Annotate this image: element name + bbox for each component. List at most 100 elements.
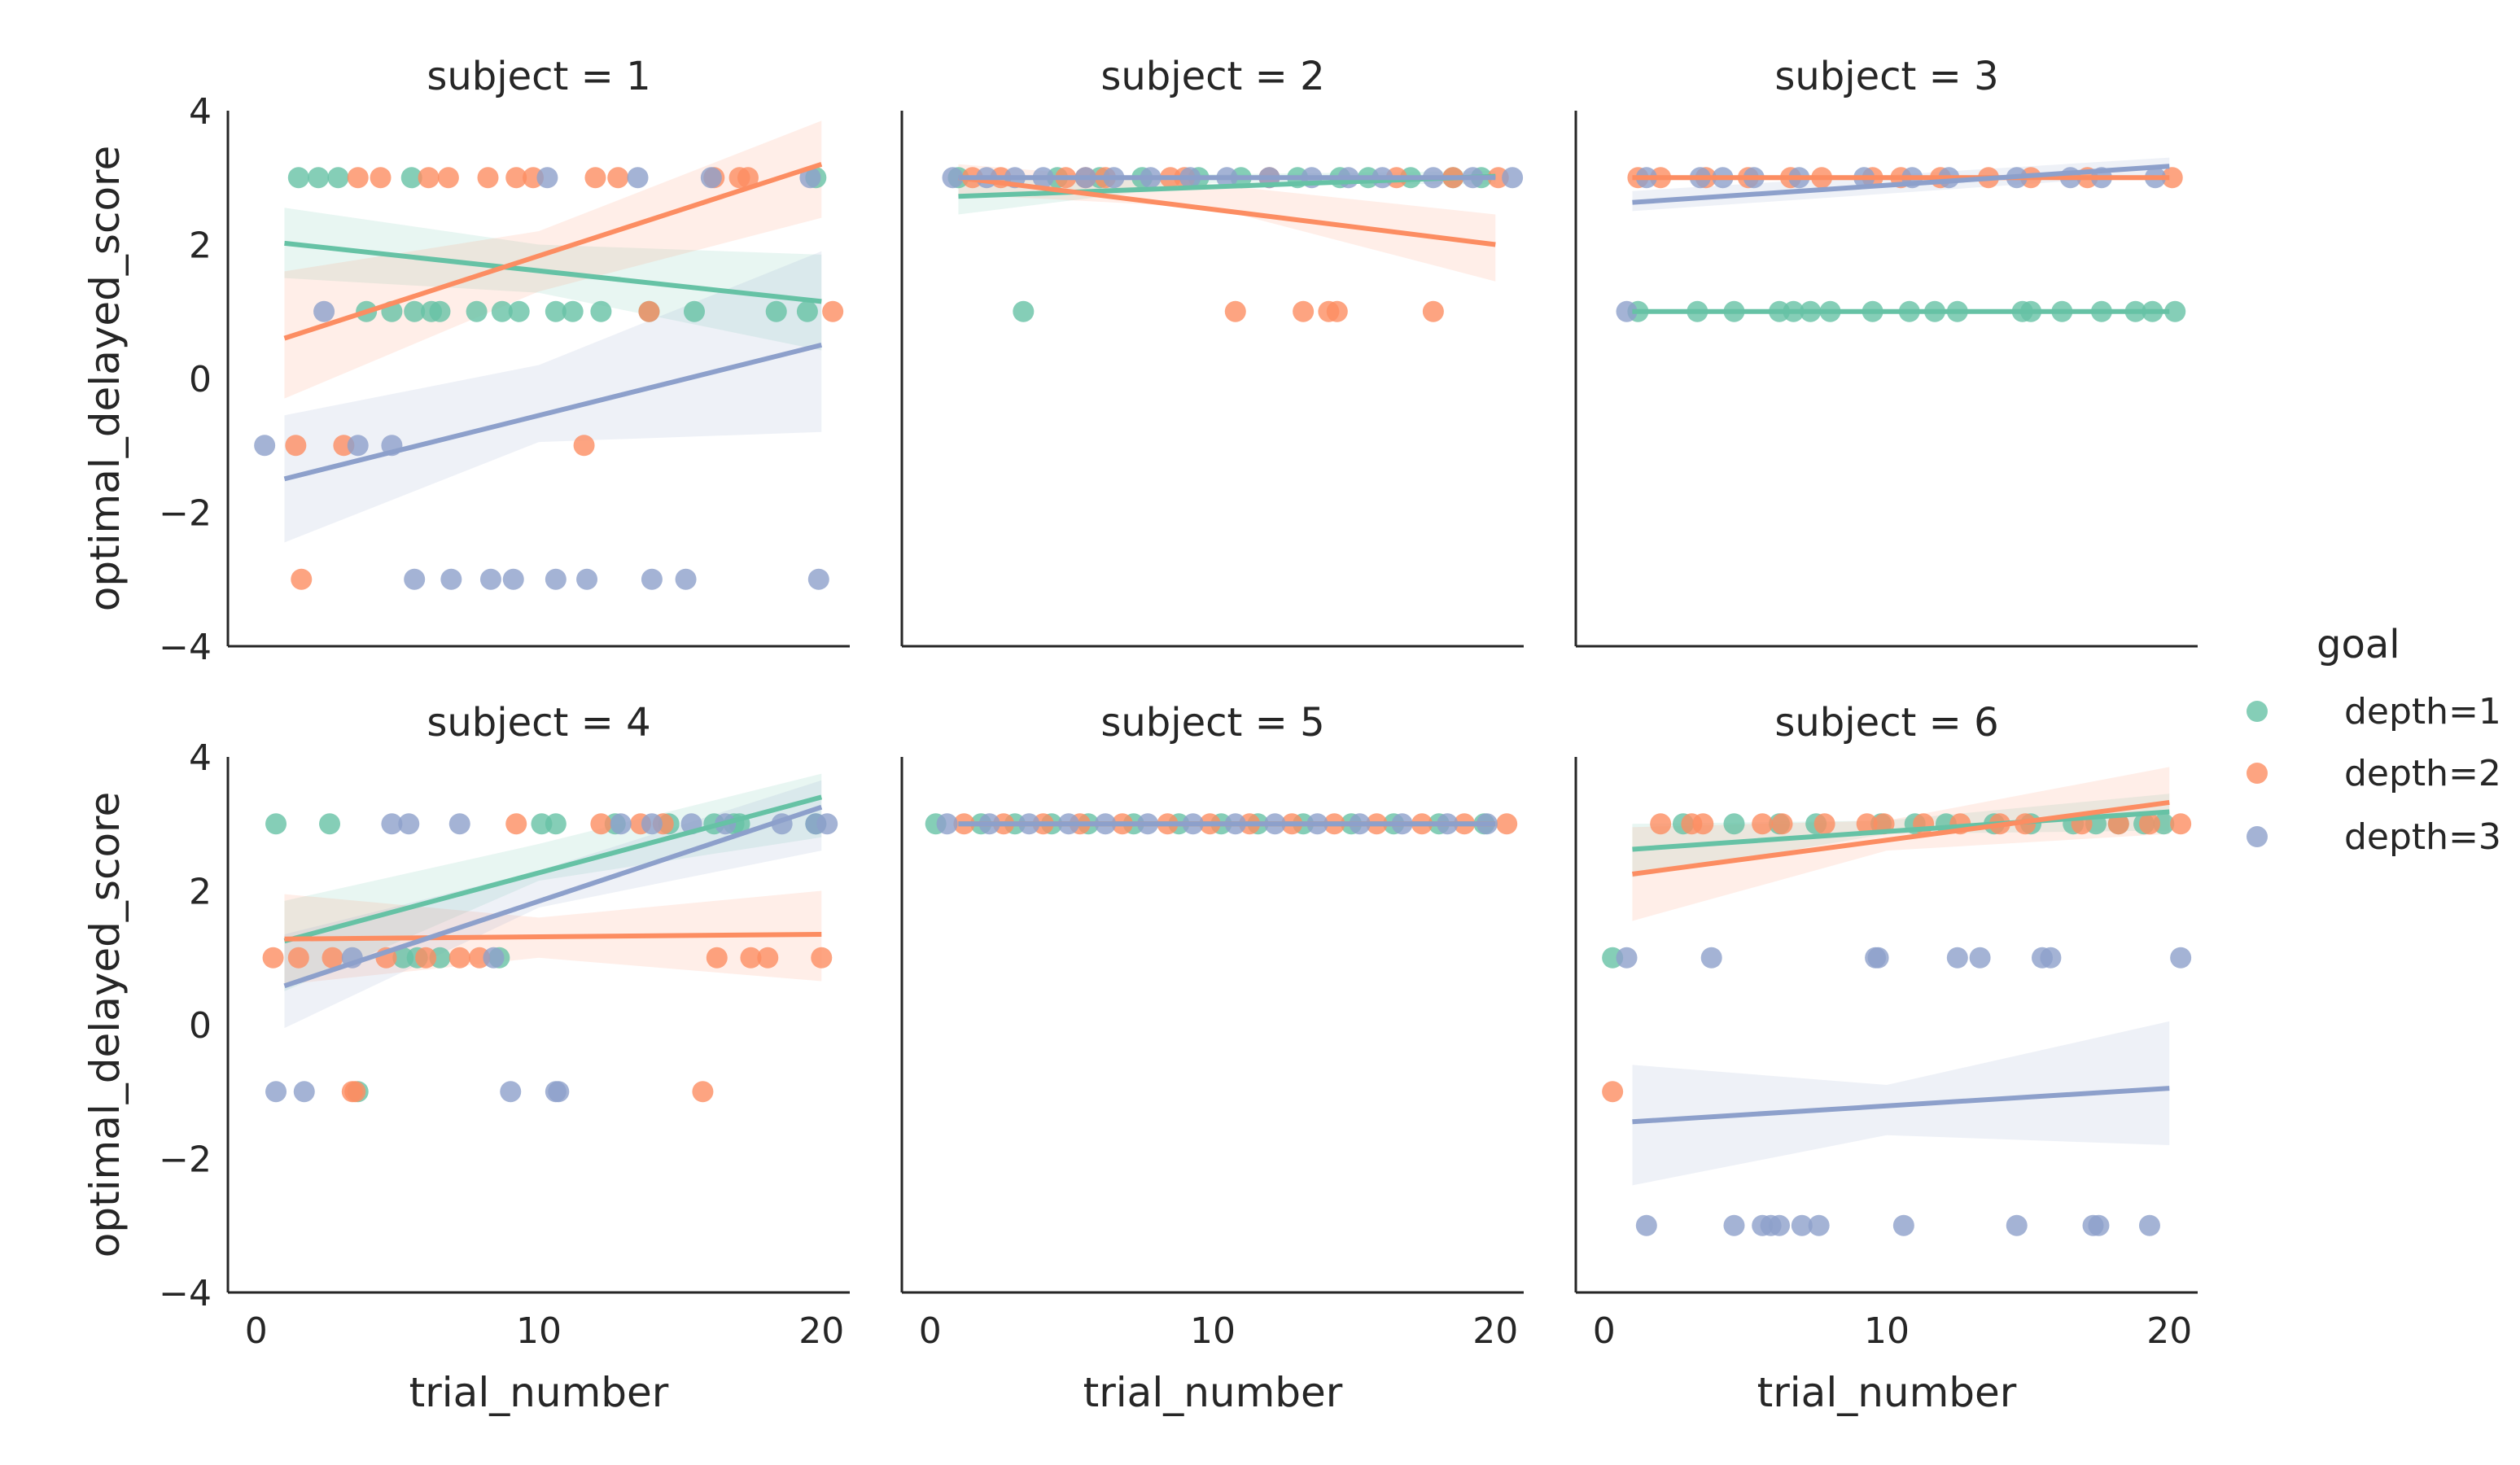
regression-line-depth=1 bbox=[284, 240, 822, 304]
y-tick-label: −4 bbox=[159, 627, 212, 668]
data-point bbox=[319, 813, 341, 835]
data-point bbox=[1013, 300, 1035, 322]
panel-title: subject = 5 bbox=[1100, 700, 1324, 746]
data-point bbox=[327, 167, 349, 189]
data-point bbox=[627, 167, 649, 189]
data-point bbox=[285, 435, 307, 457]
data-point bbox=[370, 167, 392, 189]
regression-line-depth=3 bbox=[283, 804, 823, 989]
data-point bbox=[291, 568, 313, 590]
data-point bbox=[415, 947, 437, 969]
x-tick-label: 10 bbox=[1864, 1310, 1910, 1352]
panel-4: subject = 4 −4 −2 0 2 4 optimal_delayed_score 0… bbox=[81, 700, 850, 1416]
data-point bbox=[1808, 1214, 1830, 1236]
data-point bbox=[2138, 813, 2160, 835]
data-point bbox=[404, 300, 426, 322]
data-point bbox=[1650, 813, 1672, 835]
data-point bbox=[505, 813, 527, 835]
data-point bbox=[807, 568, 829, 590]
x-axis-label: trial_number bbox=[1083, 1369, 1343, 1416]
regression-line-depth=3 bbox=[1632, 164, 2170, 205]
data-point bbox=[548, 1081, 570, 1103]
data-point bbox=[2164, 300, 2186, 322]
data-point bbox=[313, 300, 335, 322]
data-point bbox=[1752, 813, 1774, 835]
panel-title: subject = 6 bbox=[1774, 700, 1998, 746]
data-point bbox=[545, 813, 567, 835]
data-point bbox=[1496, 813, 1518, 835]
legend-item-depth-3: depth=3 bbox=[2247, 816, 2501, 858]
panel-title: subject = 2 bbox=[1100, 54, 1324, 99]
data-point bbox=[796, 300, 818, 322]
legend: goal depth=1 depth=2 depth=3 bbox=[2247, 622, 2501, 858]
data-point bbox=[448, 947, 470, 969]
data-point bbox=[2107, 813, 2129, 835]
data-point bbox=[1813, 813, 1835, 835]
regression-line-depth=3 bbox=[1632, 1086, 2170, 1125]
data-point bbox=[610, 813, 632, 835]
data-point bbox=[700, 167, 722, 189]
data-point bbox=[706, 947, 728, 969]
y-tick-label: 0 bbox=[189, 359, 212, 400]
regression-line-depth=2 bbox=[958, 175, 1496, 247]
data-point bbox=[254, 435, 276, 457]
legend-item-depth-2: depth=2 bbox=[2247, 753, 2501, 794]
data-point bbox=[1602, 1081, 1624, 1103]
ci-band-depth=2 bbox=[1632, 767, 2170, 921]
y-tick-label: 2 bbox=[189, 225, 212, 267]
data-point bbox=[418, 167, 440, 189]
ci-band-depth=3 bbox=[284, 780, 822, 1029]
data-point bbox=[607, 167, 629, 189]
panel-2: subject = 2 bbox=[900, 54, 1524, 648]
y-tick-label: 4 bbox=[189, 737, 212, 779]
data-point bbox=[1856, 813, 1878, 835]
regression-line-depth=2 bbox=[283, 161, 823, 341]
data-point bbox=[322, 947, 343, 969]
data-point bbox=[692, 1081, 714, 1103]
data-point bbox=[381, 813, 403, 835]
data-point bbox=[638, 300, 660, 322]
legend-label-depth-3: depth=3 bbox=[2344, 816, 2501, 858]
data-point bbox=[1723, 813, 1745, 835]
panel-6: subject = 6 0 10 20 trial_number bbox=[1574, 700, 2198, 1416]
data-point bbox=[2138, 1214, 2160, 1236]
data-point bbox=[477, 167, 499, 189]
panel-3: subject = 3 bbox=[1574, 54, 2198, 648]
data-point bbox=[816, 813, 838, 835]
legend-marker-depth-3 bbox=[2247, 826, 2268, 847]
x-tick-label: 0 bbox=[1593, 1310, 1616, 1352]
y-axis-label: optimal_delayed_score bbox=[81, 792, 129, 1258]
legend-label-depth-1: depth=1 bbox=[2344, 691, 2501, 732]
data-point bbox=[1946, 947, 1968, 969]
data-point bbox=[287, 167, 309, 189]
legend-marker-depth-1 bbox=[2247, 701, 2268, 722]
regression-line-depth=2 bbox=[284, 931, 822, 942]
data-point bbox=[737, 167, 759, 189]
y-axis-label: optimal_delayed_score bbox=[81, 146, 129, 612]
data-point bbox=[265, 1081, 287, 1103]
y-tick-label: 0 bbox=[189, 1005, 212, 1047]
data-point bbox=[590, 300, 612, 322]
x-axis-label: trial_number bbox=[409, 1369, 669, 1416]
data-point bbox=[293, 1081, 315, 1103]
data-point bbox=[479, 568, 501, 590]
data-point bbox=[2040, 947, 2062, 969]
data-point bbox=[2161, 167, 2183, 189]
x-tick-label: 20 bbox=[2146, 1310, 2192, 1352]
data-point bbox=[440, 568, 462, 590]
data-point bbox=[573, 435, 595, 457]
ci-band-depth=2 bbox=[284, 120, 822, 399]
legend-item-depth-1: depth=1 bbox=[2247, 691, 2501, 732]
data-point bbox=[1791, 1214, 1813, 1236]
data-point bbox=[347, 167, 369, 189]
data-point bbox=[466, 300, 488, 322]
data-point bbox=[505, 167, 527, 189]
data-point bbox=[1224, 300, 1246, 322]
data-point bbox=[675, 568, 697, 590]
data-point bbox=[1700, 947, 1722, 969]
data-point bbox=[1867, 947, 1889, 969]
y-tick-label: −4 bbox=[159, 1273, 212, 1314]
data-point bbox=[508, 300, 530, 322]
data-point bbox=[398, 813, 420, 835]
